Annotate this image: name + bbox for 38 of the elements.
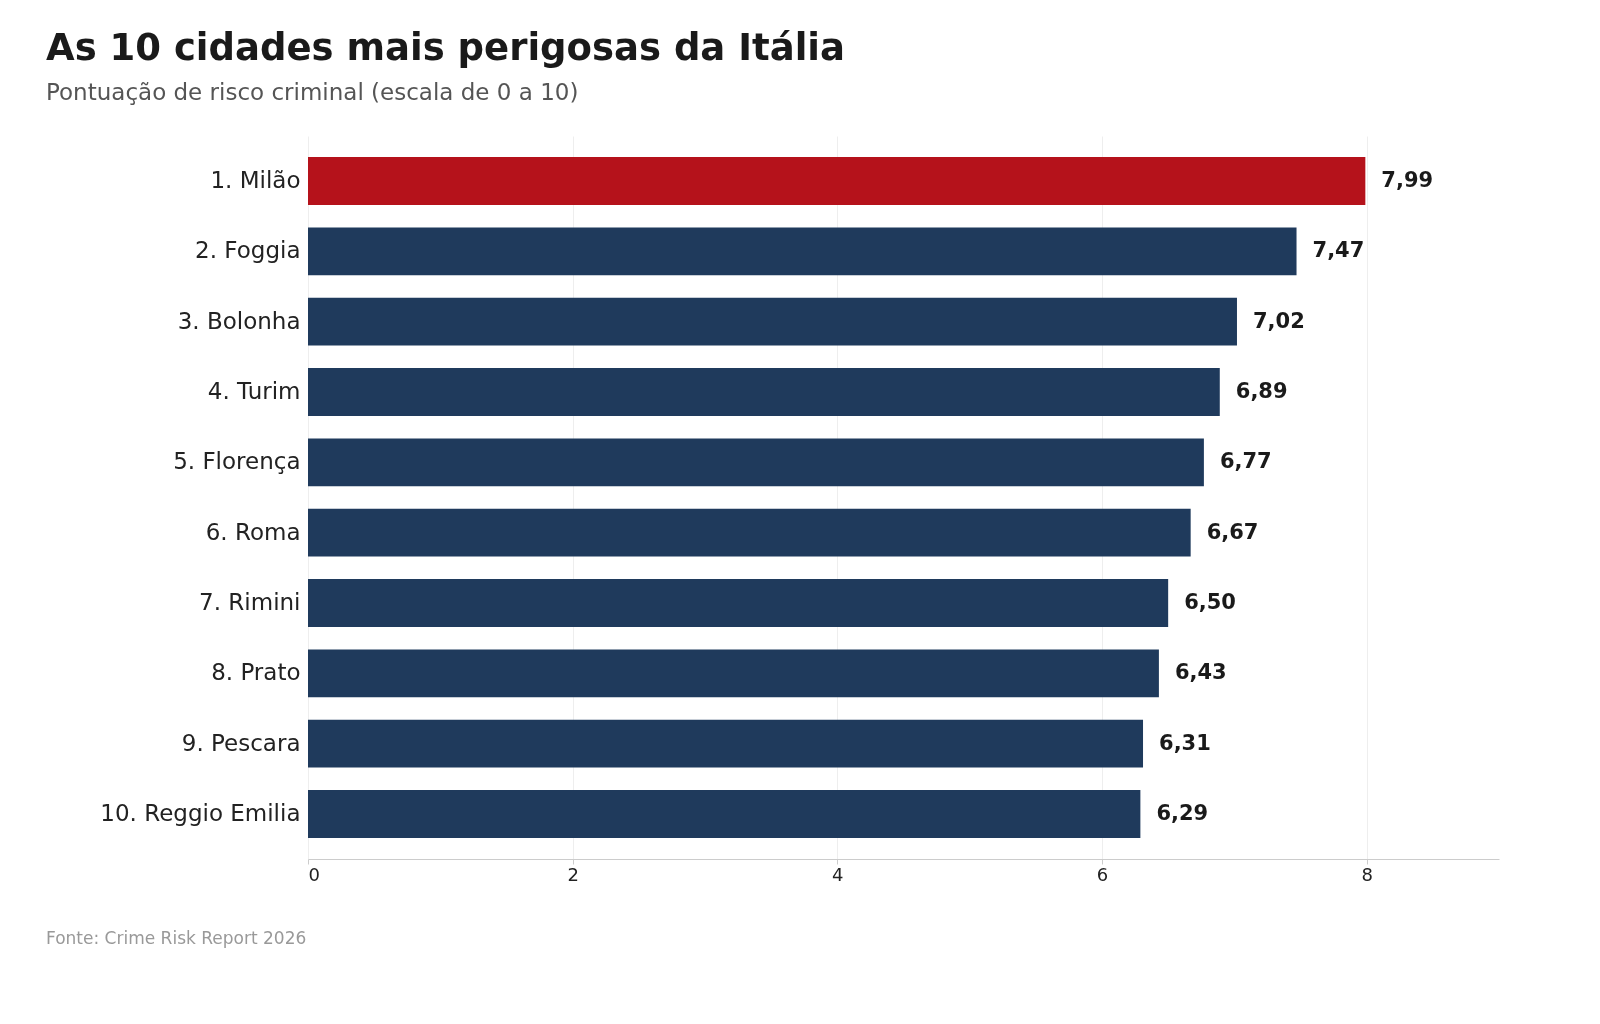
x-tick-label: 8 bbox=[1361, 863, 1373, 885]
bar bbox=[308, 368, 1220, 416]
bar bbox=[308, 227, 1297, 276]
data-label: 6,89 bbox=[1235, 379, 1288, 403]
data-label: 7,02 bbox=[1252, 308, 1305, 333]
y-tick-label: 9. Pescara bbox=[181, 729, 301, 756]
y-tick-label: 8. Prato bbox=[211, 659, 301, 686]
y-tick-label: 10. Reggio Emilia bbox=[100, 799, 301, 826]
bar bbox=[308, 719, 1144, 768]
bar bbox=[308, 790, 1141, 838]
y-tick-label: 6. Roma bbox=[205, 518, 301, 545]
chart-title: As 10 cidades mais perigosas da Itália bbox=[46, 26, 845, 69]
bar bbox=[308, 297, 1237, 346]
bar bbox=[308, 438, 1204, 487]
chart-subtitle: Pontuação de risco criminal (escala de 0 a 10) bbox=[46, 79, 579, 105]
bar bbox=[308, 579, 1169, 627]
data-label: 6,67 bbox=[1206, 519, 1259, 544]
data-label: 6,31 bbox=[1159, 730, 1211, 755]
data-label: 7,99 bbox=[1381, 168, 1434, 193]
y-tick-label: 7. Rimini bbox=[199, 589, 301, 615]
y-tick-label: 1. Milão bbox=[210, 167, 301, 194]
bar bbox=[308, 649, 1159, 698]
source-note: Fonte: Crime Risk Report 2026 bbox=[46, 928, 307, 948]
data-label: 6,29 bbox=[1156, 800, 1209, 825]
data-label: 6,50 bbox=[1184, 590, 1236, 614]
x-tick-label: 4 bbox=[832, 863, 844, 885]
y-tick-label: 2. Foggia bbox=[195, 237, 301, 264]
bar bbox=[308, 508, 1191, 557]
x-tick-label: 6 bbox=[1096, 863, 1109, 885]
bar bbox=[308, 157, 1366, 205]
data-label: 6,77 bbox=[1219, 449, 1272, 474]
data-label: 6,43 bbox=[1174, 660, 1227, 685]
x-tick-label: 2 bbox=[567, 863, 579, 885]
data-label: 7,47 bbox=[1312, 238, 1365, 263]
y-tick-label: 5. Florença bbox=[173, 448, 301, 475]
y-tick-label: 3. Bolonha bbox=[177, 307, 301, 334]
y-tick-label: 4. Turim bbox=[207, 378, 301, 404]
x-tick-label: 0 bbox=[308, 863, 320, 885]
